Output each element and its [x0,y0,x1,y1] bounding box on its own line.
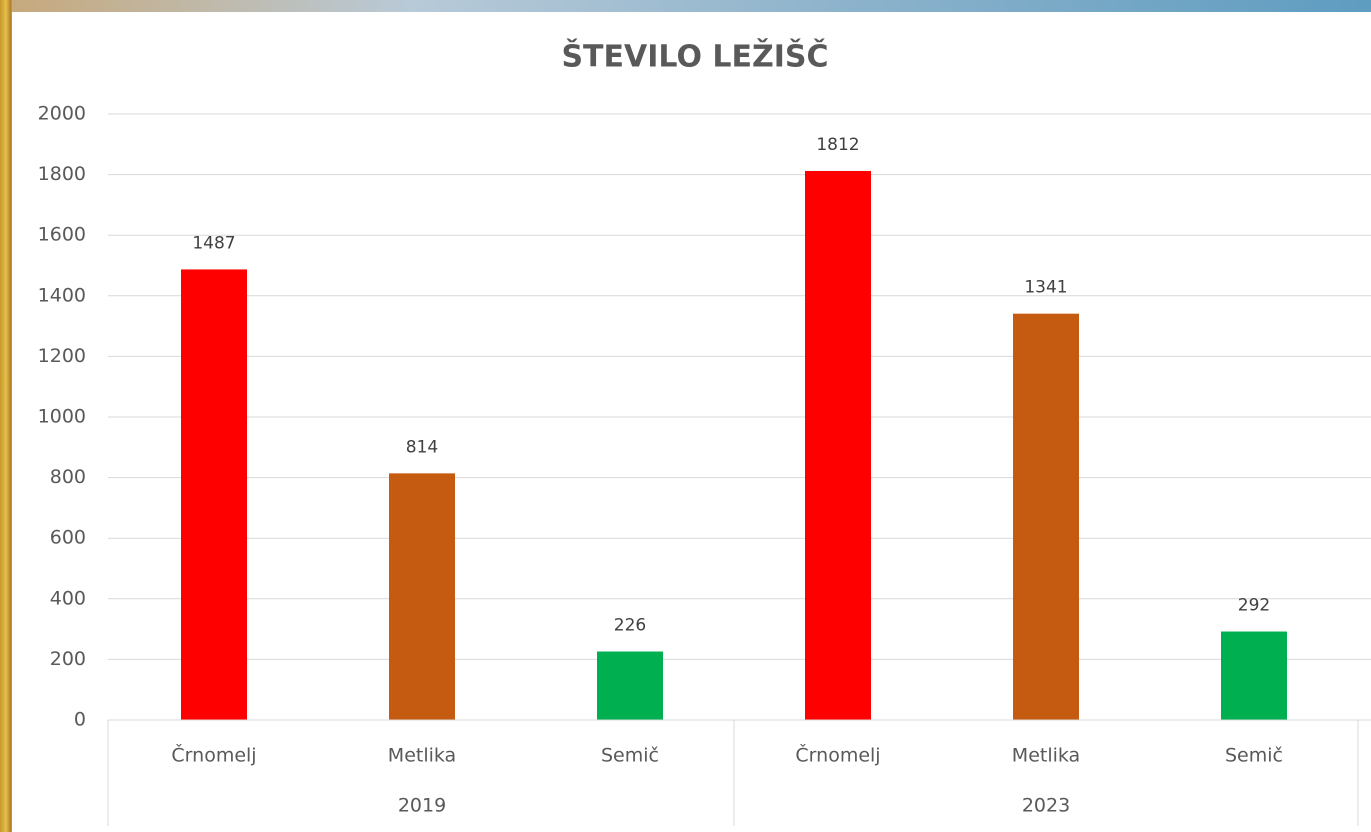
group-label: 2023 [1022,795,1070,817]
data-label: 1812 [816,135,859,155]
x-tick-label: Črnomelj [795,743,880,767]
chart-title: ŠTEVILO LEŽIŠČ [561,38,828,75]
data-label: 1487 [192,233,235,253]
x-tick-label: Metlika [388,745,456,767]
y-tick-label: 1600 [38,224,86,246]
y-tick-label: 400 [50,587,86,609]
y-tick-label: 1200 [38,345,86,367]
data-label: 1341 [1024,278,1067,298]
group-label: 2019 [398,795,446,817]
bar [805,171,871,720]
y-tick-label: 1000 [38,406,86,428]
y-tick-label: 2000 [38,103,86,125]
bar [1221,632,1287,720]
y-tick-label: 200 [50,648,86,670]
bar [181,269,247,720]
bar [389,473,455,720]
y-tick-label: 600 [50,527,86,549]
data-label: 814 [406,437,438,457]
x-tick-label: Semič [1225,745,1283,767]
bar [597,652,663,720]
x-tick-label: Črnomelj [171,743,256,767]
data-label: 226 [614,616,646,636]
x-tick-label: Metlika [1012,745,1080,767]
y-tick-label: 1800 [38,163,86,185]
x-tick-label: Semič [601,745,659,767]
y-tick-label: 1400 [38,284,86,306]
data-label: 292 [1238,596,1270,616]
y-tick-label: 800 [50,466,86,488]
y-tick-label: 0 [74,709,86,731]
chart: ŠTEVILO LEŽIŠČ 0 200 400 600 800 1000 1200 1400… [0,0,1371,832]
bar [1013,314,1079,720]
